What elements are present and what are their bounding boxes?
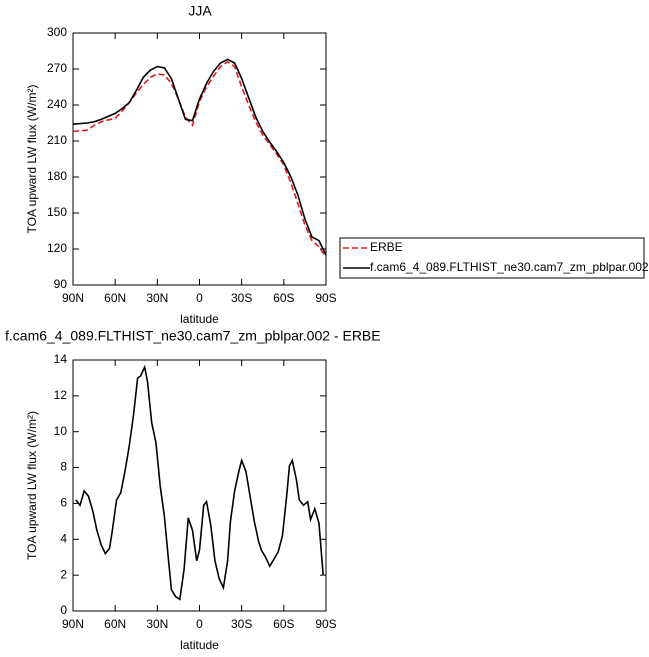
y-tick-label: 0 bbox=[60, 603, 67, 617]
x-tick-label: 60N bbox=[104, 291, 126, 305]
y-tick-label: 6 bbox=[60, 496, 67, 510]
x-tick-label: 90N bbox=[62, 291, 84, 305]
data-line bbox=[72, 60, 327, 258]
plot-frame bbox=[72, 359, 327, 612]
y-tick-label: 90 bbox=[54, 277, 68, 291]
legend-box bbox=[339, 237, 645, 279]
legend-label: f.cam6_4_089.FLTHIST_ne30.cam7_zm_pblpar… bbox=[370, 260, 649, 274]
y-tick-label: 270 bbox=[47, 61, 67, 75]
x-tick-label: 60S bbox=[273, 291, 294, 305]
x-tick-label: 0 bbox=[196, 617, 203, 631]
y-tick-label: 4 bbox=[60, 531, 67, 545]
x-axis-label: latitude bbox=[180, 312, 219, 326]
data-line bbox=[72, 58, 327, 256]
y-axis-label: TOA upward LW flux (W/m²) bbox=[25, 85, 39, 234]
y-tick-label: 12 bbox=[54, 388, 68, 402]
x-tick-label: 90S bbox=[315, 617, 336, 631]
y-axis-label: TOA upward LW flux (W/m²) bbox=[25, 411, 39, 560]
y-tick-label: 2 bbox=[60, 567, 67, 581]
x-tick-label: 90S bbox=[315, 291, 336, 305]
chart-title: JJA bbox=[188, 3, 212, 19]
y-tick-label: 210 bbox=[47, 133, 67, 147]
y-tick-label: 150 bbox=[47, 205, 67, 219]
legend-label: ERBE bbox=[370, 240, 403, 254]
x-axis-label: latitude bbox=[180, 638, 219, 652]
y-tick-label: 240 bbox=[47, 97, 67, 111]
x-tick-label: 90N bbox=[62, 617, 84, 631]
x-tick-label: 30S bbox=[231, 617, 252, 631]
y-tick-label: 300 bbox=[47, 25, 67, 39]
x-tick-label: 60S bbox=[273, 617, 294, 631]
plot-frame bbox=[72, 32, 327, 286]
y-tick-label: 10 bbox=[54, 424, 68, 438]
x-tick-label: 30N bbox=[146, 291, 168, 305]
y-tick-label: 14 bbox=[54, 352, 68, 366]
x-tick-label: 60N bbox=[104, 617, 126, 631]
y-tick-label: 8 bbox=[60, 460, 67, 474]
x-tick-label: 30S bbox=[231, 291, 252, 305]
chart-title: f.cam6_4_089.FLTHIST_ne30.cam7_zm_pblpar… bbox=[5, 328, 381, 344]
x-tick-label: 0 bbox=[196, 291, 203, 305]
y-tick-label: 120 bbox=[47, 241, 67, 255]
data-line bbox=[75, 364, 324, 601]
y-tick-label: 180 bbox=[47, 169, 67, 183]
x-tick-label: 30N bbox=[146, 617, 168, 631]
